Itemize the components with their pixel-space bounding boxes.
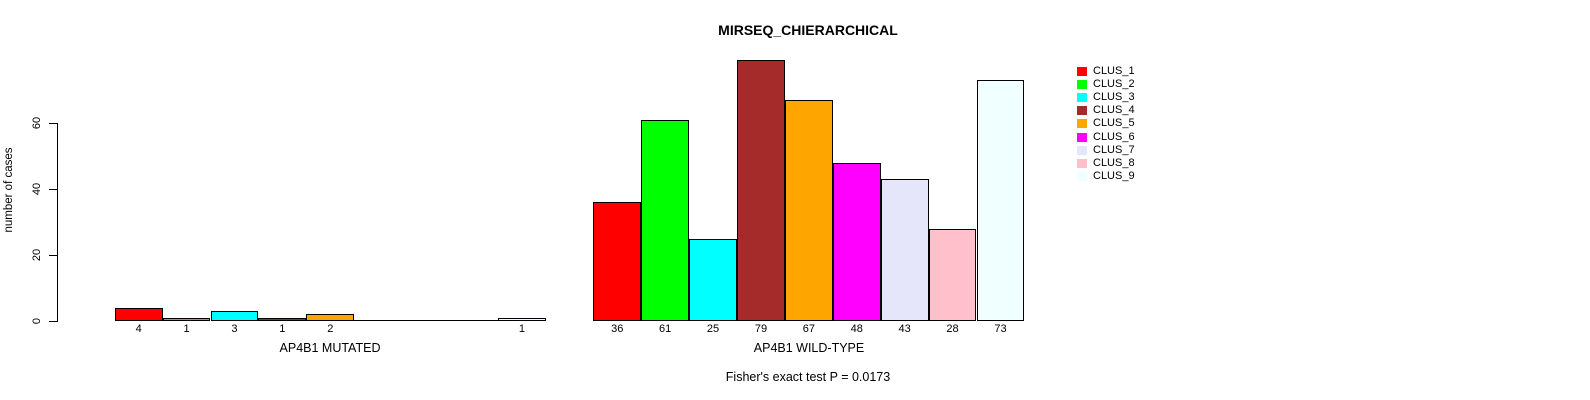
legend-swatch-CLUS_5 — [1077, 119, 1087, 129]
bar-value-label: 48 — [850, 323, 863, 335]
bar-CLUS_3-wildtype — [689, 238, 737, 321]
legend-swatch-CLUS_8 — [1077, 158, 1087, 168]
y-tick-label-40: 40 — [31, 182, 43, 196]
legend-swatch-CLUS_9 — [1077, 171, 1087, 181]
bar-CLUS_2-wildtype — [641, 119, 690, 321]
fisher-test-annotation: Fisher's exact test P = 0.0173 — [725, 370, 891, 384]
bar-value-label: 36 — [611, 323, 624, 335]
legend-label: CLUS_1 — [1093, 65, 1135, 77]
y-tick-0 — [49, 321, 57, 322]
bar-value-label: 61 — [658, 323, 672, 335]
bar-CLUS_6-wildtype — [832, 162, 881, 321]
legend-label: CLUS_4 — [1093, 104, 1135, 117]
y-tick-20 — [49, 255, 57, 256]
legend-swatch-CLUS_6 — [1077, 132, 1087, 142]
legend-swatch-CLUS_1 — [1077, 67, 1087, 76]
bar-CLUS_5-mutated — [306, 314, 355, 321]
bar-CLUS_8-mutated — [450, 320, 498, 321]
bar-CLUS_9-mutated — [497, 317, 546, 321]
bar-value-label: 43 — [898, 323, 911, 335]
bar-CLUS_4-wildtype — [737, 60, 785, 321]
legend-label: CLUS_3 — [1093, 91, 1135, 104]
y-axis-title: number of cases — [3, 147, 15, 233]
y-tick-label-60: 60 — [31, 116, 43, 130]
bar-CLUS_1-wildtype — [593, 202, 642, 321]
bar-value-label: 1 — [279, 323, 286, 335]
y-tick-label-0: 0 — [31, 317, 43, 325]
legend-label: CLUS_8 — [1093, 156, 1135, 169]
bar-value-label: 3 — [231, 323, 238, 335]
bar-CLUS_2-mutated — [162, 317, 211, 321]
legend-label: CLUS_6 — [1093, 130, 1135, 143]
x-axis-label-wildtype: AP4B1 WILD-TYPE — [753, 341, 865, 355]
legend-label: CLUS_5 — [1093, 117, 1135, 130]
bar-value-label: 1 — [518, 323, 525, 335]
bar-value-label: 4 — [135, 323, 142, 335]
y-axis-line — [57, 123, 58, 322]
bar-value-label: 73 — [994, 323, 1007, 335]
chart-title: MIRSEQ_CHIERARCHICAL — [718, 22, 898, 38]
bar-CLUS_5-wildtype — [784, 99, 833, 321]
bar-value-label: 28 — [946, 323, 959, 335]
legend-swatch-CLUS_7 — [1077, 145, 1087, 155]
legend-label: CLUS_2 — [1093, 78, 1135, 91]
bar-CLUS_3-mutated — [210, 311, 259, 321]
y-tick-60 — [49, 123, 57, 124]
y-tick-40 — [49, 189, 57, 190]
bar-CLUS_7-mutated — [402, 320, 450, 321]
bar-CLUS_7-wildtype — [880, 179, 929, 321]
bar-CLUS_4-mutated — [258, 317, 307, 321]
legend-swatch-CLUS_3 — [1077, 93, 1087, 103]
bar-CLUS_8-wildtype — [928, 228, 977, 321]
bar-value-label: 1 — [183, 323, 190, 335]
y-tick-label-20: 20 — [31, 248, 43, 262]
bar-CLUS_6-mutated — [354, 320, 403, 321]
bar-value-label: 2 — [327, 323, 334, 335]
bar-CLUS_1-mutated — [114, 307, 163, 321]
bar-value-label: 79 — [754, 323, 768, 335]
legend-label: CLUS_9 — [1093, 169, 1135, 182]
legend-swatch-CLUS_2 — [1077, 80, 1087, 90]
bar-value-label: 25 — [706, 323, 720, 335]
legend-swatch-CLUS_4 — [1077, 106, 1087, 116]
legend-label: CLUS_7 — [1093, 143, 1135, 156]
bar-CLUS_9-wildtype — [976, 80, 1025, 321]
x-axis-label-mutated: AP4B1 MUTATED — [279, 341, 381, 355]
bar-value-label: 67 — [802, 323, 816, 335]
